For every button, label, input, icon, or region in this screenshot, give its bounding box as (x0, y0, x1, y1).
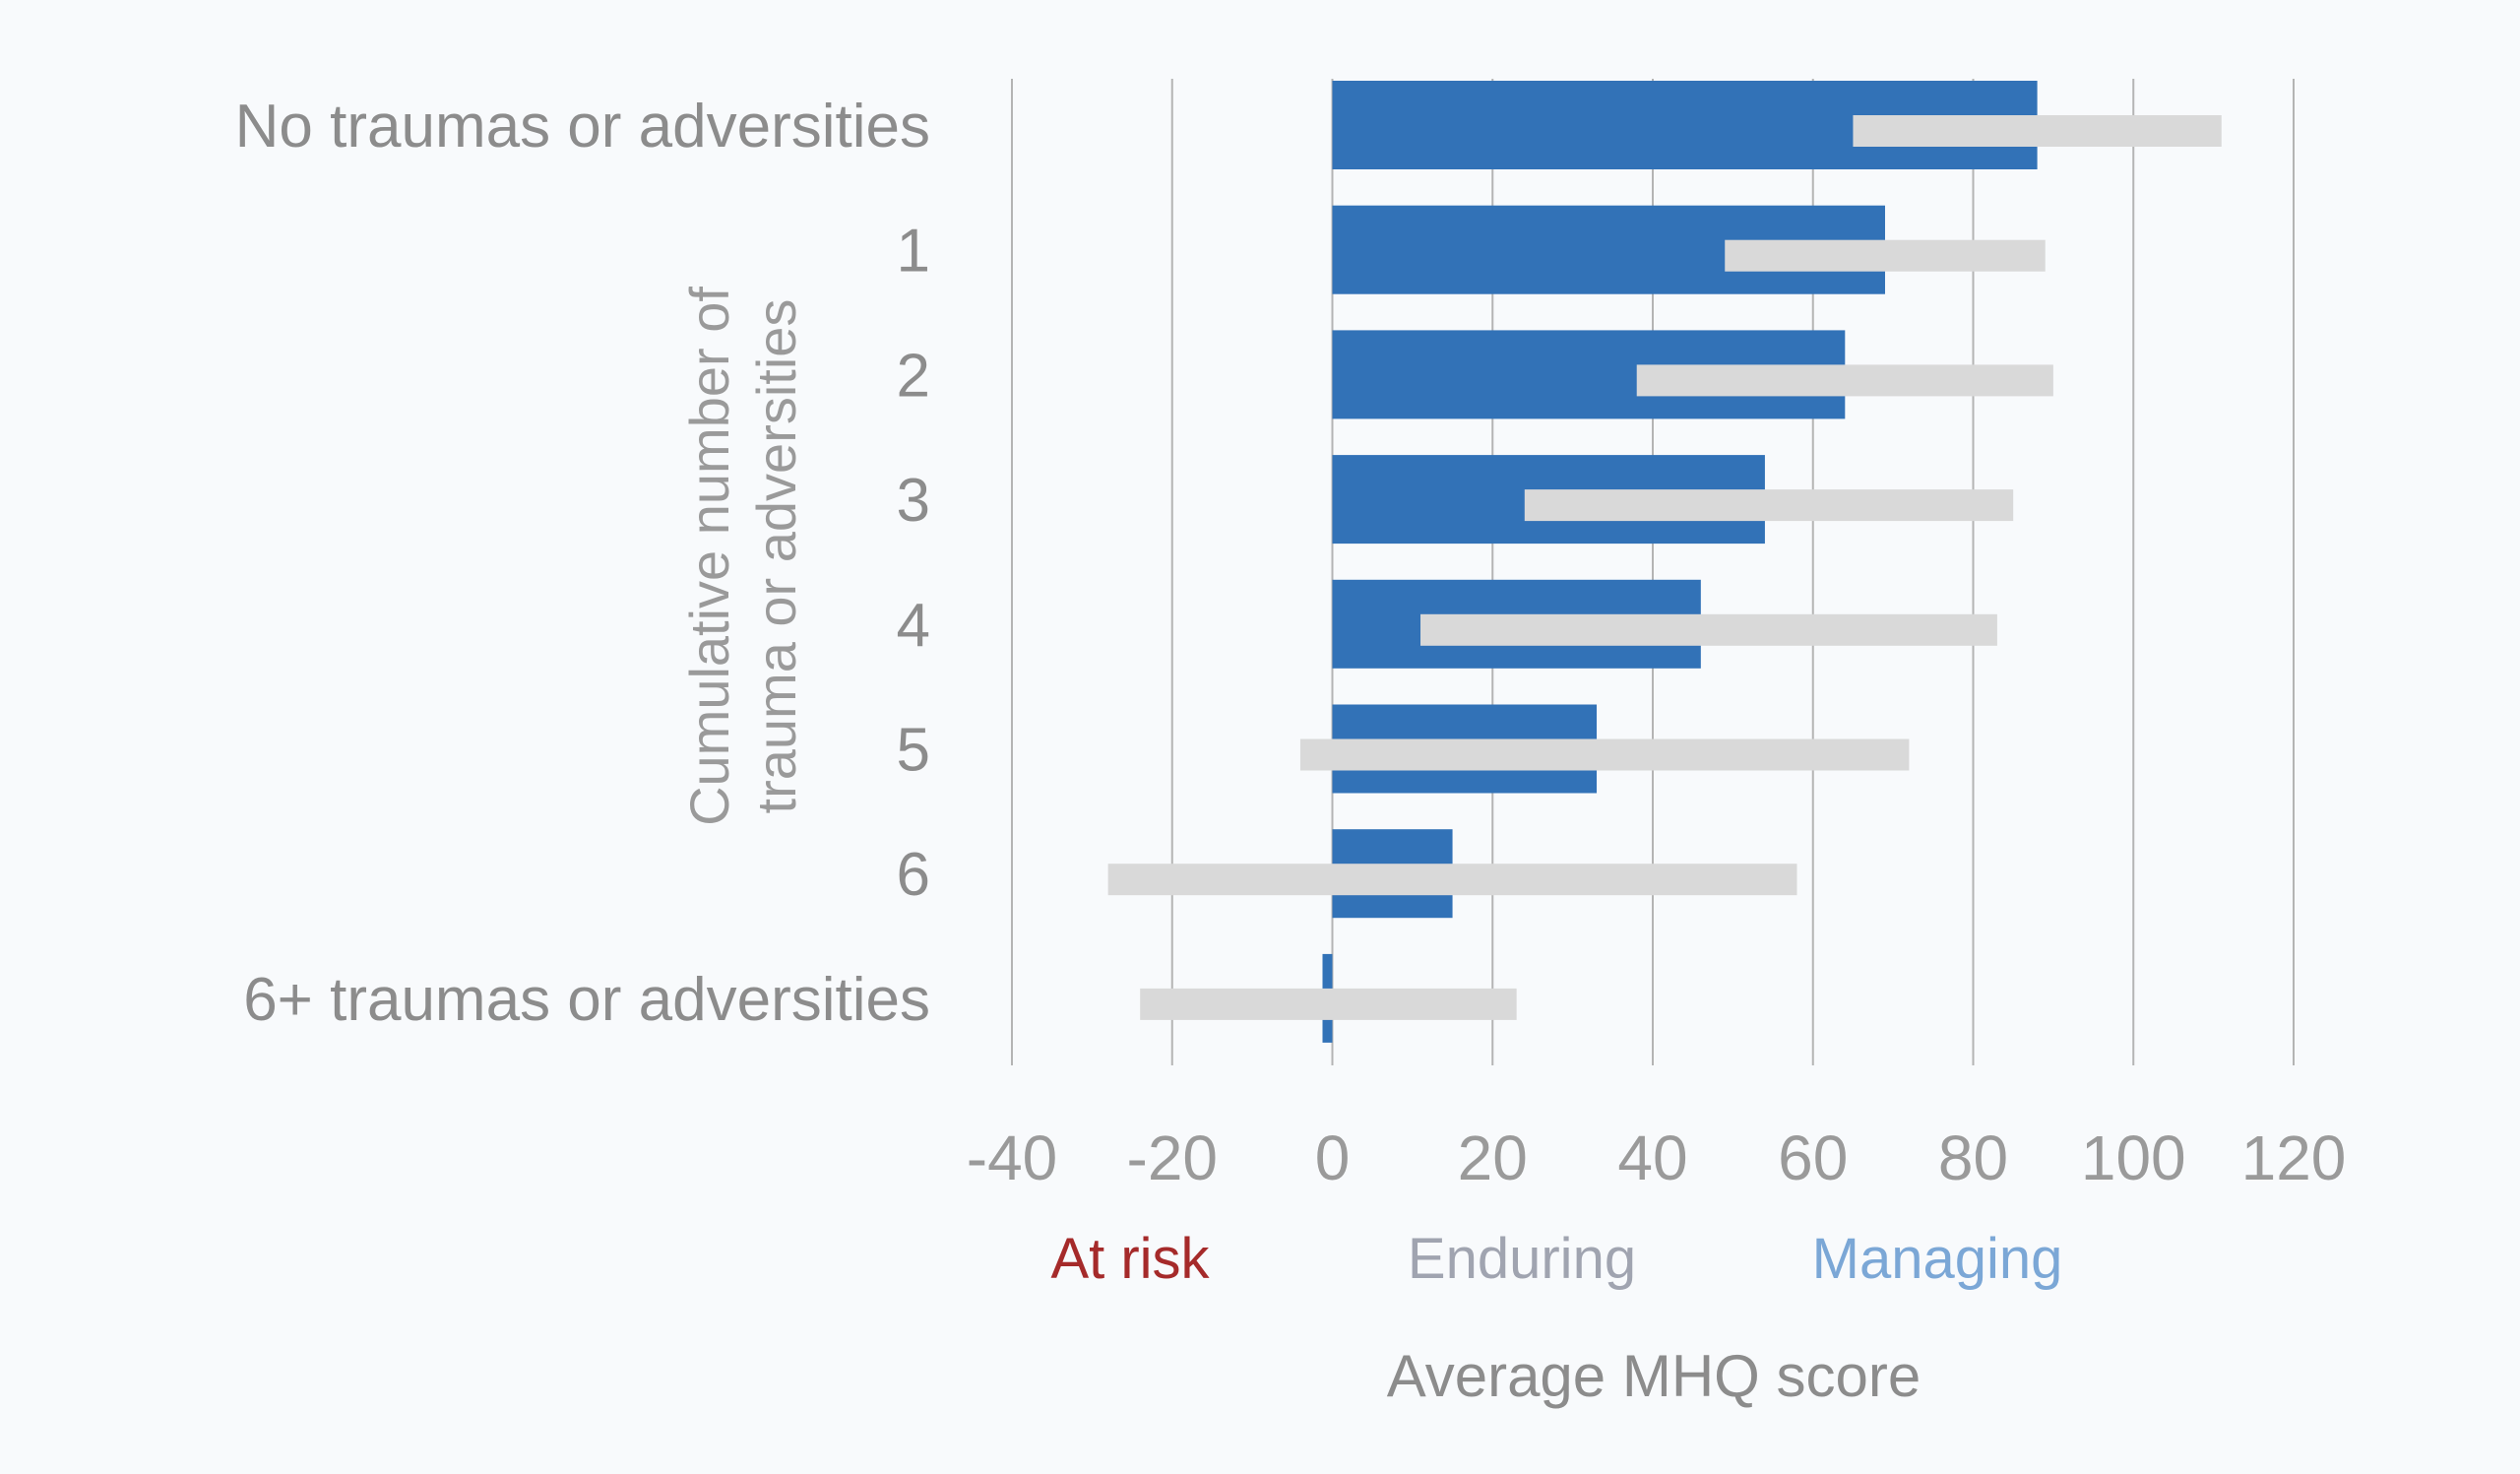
range-bar (1636, 364, 2053, 397)
zone-labels: At risk Enduring Managing (1050, 1227, 2062, 1291)
x-tick-label: 120 (2241, 1122, 2347, 1193)
range-bar (1524, 489, 2014, 522)
range-bar (1107, 864, 1797, 896)
category-label: 2 (897, 342, 930, 410)
zone-label: Managing (1812, 1227, 2063, 1291)
x-tick-label: -20 (1127, 1122, 1219, 1193)
category-label: 6+ traumas or adversities (243, 966, 930, 1034)
y-axis-label: Cumulative number oftrauma or adversitie… (678, 287, 807, 826)
x-tick-labels: -40 -20 0 20 40 60 80 100 120 (967, 1122, 2347, 1193)
category-label: 6 (897, 841, 930, 909)
category-label: 1 (897, 218, 930, 286)
range-bar (1420, 613, 1997, 646)
category-label: 5 (897, 717, 930, 785)
x-tick-label: 60 (1778, 1122, 1848, 1193)
range-bar (1140, 988, 1517, 1020)
zone-label: At risk (1050, 1227, 1210, 1291)
x-axis-label: Average MHQ score (1387, 1343, 1921, 1409)
x-tick-label: 0 (1315, 1122, 1351, 1193)
category-label: 3 (897, 467, 930, 535)
range-bar (1853, 115, 2222, 147)
x-tick-label: 20 (1458, 1122, 1528, 1193)
x-tick-label: -40 (967, 1122, 1058, 1193)
category-labels: No traumas or adversities 1 2 3 4 5 6 6+ trauma… (235, 93, 930, 1034)
range-bar (1725, 239, 2046, 272)
zone-label: Enduring (1408, 1227, 1636, 1291)
range-layer (1107, 115, 2222, 1020)
x-tick-label: 40 (1617, 1122, 1687, 1193)
x-tick-label: 80 (1938, 1122, 2008, 1193)
x-tick-label: 100 (2081, 1122, 2186, 1193)
category-label: No traumas or adversities (235, 93, 930, 160)
range-bar (1299, 738, 1910, 771)
category-label: 4 (897, 592, 930, 660)
bar-layer (1322, 81, 2038, 1043)
